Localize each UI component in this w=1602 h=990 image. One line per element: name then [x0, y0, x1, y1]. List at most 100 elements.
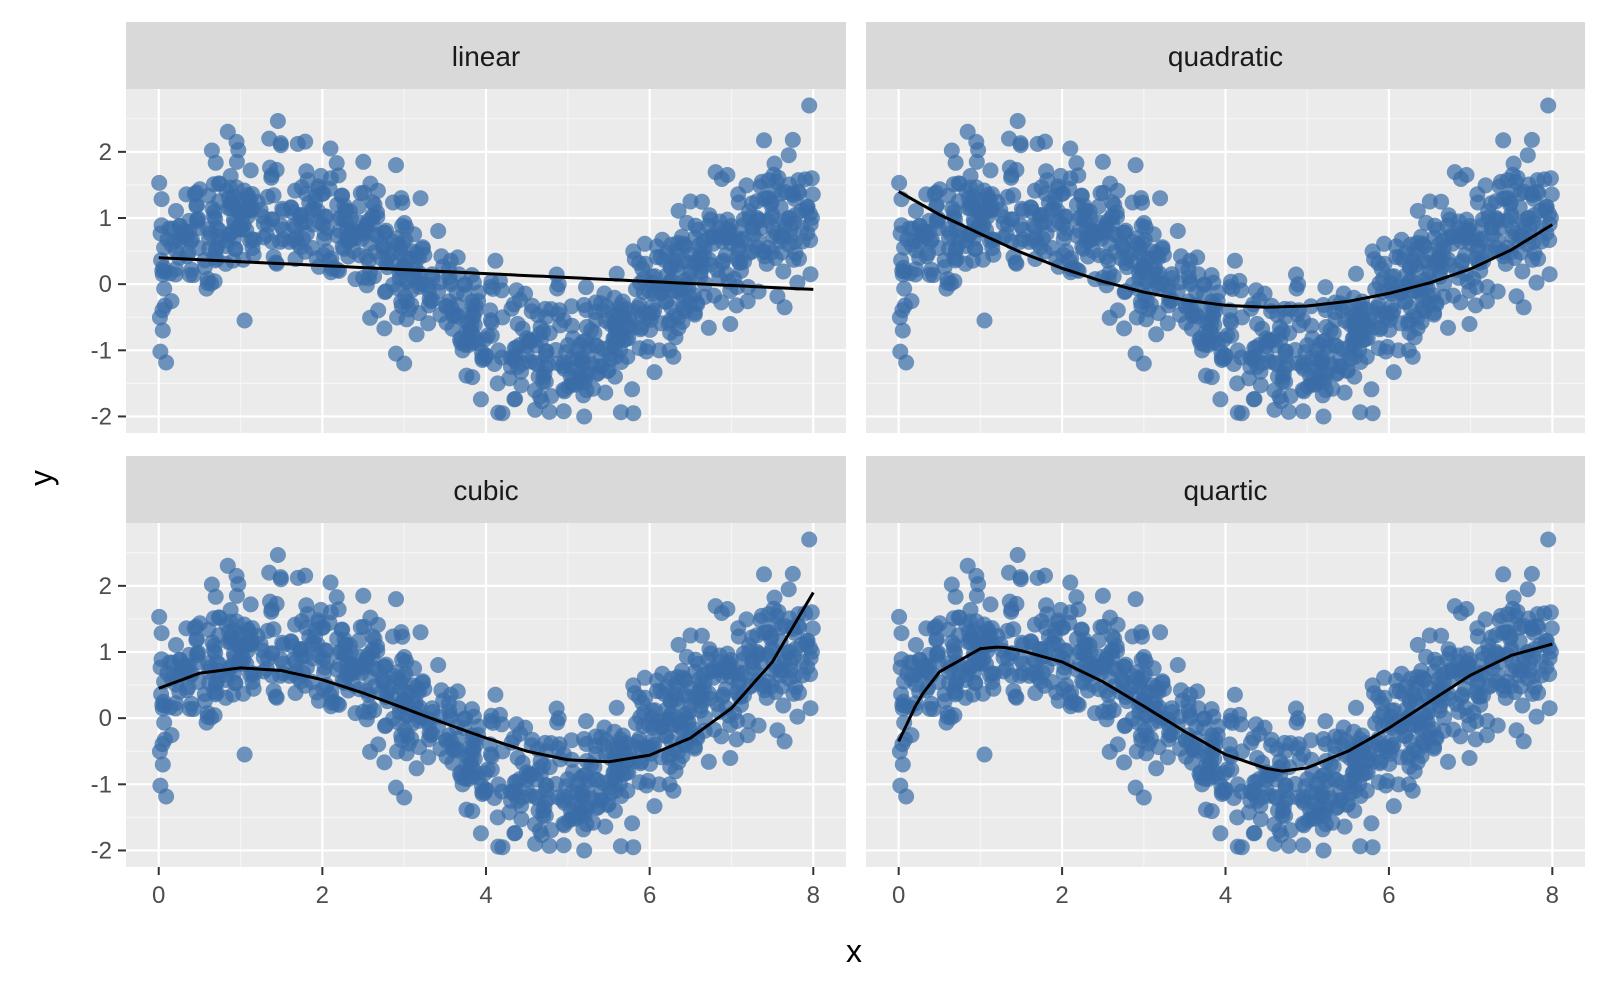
data-point [235, 685, 252, 702]
data-point [556, 794, 573, 811]
data-point [513, 811, 530, 828]
data-point [556, 817, 573, 834]
data-point [1005, 187, 1022, 204]
data-point [153, 651, 170, 668]
data-point [652, 249, 669, 266]
data-point [364, 628, 381, 645]
data-point [388, 591, 404, 608]
data-point [464, 298, 481, 315]
data-point [1199, 764, 1216, 781]
data-point [1543, 186, 1560, 203]
data-point [1229, 342, 1246, 359]
data-point [1390, 776, 1407, 793]
data-point [207, 154, 224, 171]
data-point [1390, 342, 1407, 359]
data-point [681, 288, 698, 305]
data-point [1289, 740, 1306, 757]
data-point [1027, 685, 1044, 701]
data-point [1090, 632, 1107, 649]
data-point [576, 807, 593, 824]
data-point [1373, 695, 1390, 711]
data-point [1148, 326, 1165, 343]
data-point [1329, 799, 1346, 815]
data-point [678, 214, 695, 231]
data-point [1109, 736, 1126, 753]
data-point [1039, 606, 1056, 623]
data-point [1533, 667, 1550, 684]
data-point [265, 621, 282, 638]
data-point [1013, 634, 1030, 651]
data-point [267, 688, 284, 705]
data-point [1221, 736, 1238, 753]
data-point [1391, 683, 1408, 700]
data-point [711, 228, 728, 244]
data-point [152, 777, 169, 794]
data-point [287, 616, 304, 633]
data-point [662, 324, 679, 341]
data-point [333, 643, 350, 660]
data-point [1345, 329, 1362, 346]
data-point [563, 317, 580, 334]
data-point [168, 203, 184, 219]
data-point [1052, 167, 1069, 184]
data-point [1062, 140, 1079, 157]
x-tick-label: 8 [1546, 882, 1559, 909]
data-point [674, 235, 691, 252]
data-point [1465, 270, 1482, 287]
data-point [1210, 284, 1227, 301]
data-point [1458, 645, 1475, 662]
data-point [1212, 391, 1229, 408]
data-point [1152, 190, 1169, 207]
data-point [578, 713, 594, 730]
data-point [1251, 725, 1268, 742]
data-point [151, 309, 168, 326]
data-point [1421, 263, 1438, 280]
data-point [1249, 792, 1266, 809]
data-point [463, 750, 480, 767]
data-point [310, 180, 327, 197]
data-point [1073, 621, 1090, 638]
data-point [208, 219, 225, 236]
data-point [1540, 531, 1557, 548]
data-point [1062, 574, 1079, 591]
data-point [891, 743, 908, 760]
data-point [1317, 332, 1334, 349]
data-point [1252, 377, 1269, 394]
data-point [1247, 339, 1264, 356]
data-point [606, 763, 623, 780]
data-point [713, 294, 730, 311]
data-point [1401, 692, 1418, 709]
data-point [947, 588, 964, 605]
data-point [606, 329, 623, 346]
data-point [635, 284, 652, 301]
data-point [207, 588, 224, 605]
data-point [1048, 250, 1065, 267]
data-point [1210, 718, 1227, 735]
data-point [1266, 354, 1283, 371]
data-point [1181, 707, 1198, 724]
data-point [351, 247, 368, 264]
data-point [151, 743, 168, 760]
data-point [351, 632, 367, 649]
data-point [597, 384, 614, 401]
data-point [606, 316, 623, 333]
data-point [1401, 258, 1418, 275]
data-point [458, 801, 475, 818]
data-point [713, 728, 730, 745]
data-point [894, 322, 911, 339]
data-point [541, 837, 558, 854]
data-point [347, 271, 364, 288]
data-point [1266, 835, 1283, 852]
data-point [1116, 238, 1133, 255]
data-point [776, 299, 793, 316]
data-point [1461, 316, 1478, 332]
data-point [682, 697, 699, 714]
data-point [1266, 788, 1283, 805]
data-point [791, 185, 808, 201]
data-point [261, 130, 278, 147]
data-point [631, 296, 648, 313]
data-point [1280, 837, 1297, 854]
data-point [893, 217, 910, 234]
data-point [624, 815, 641, 832]
data-point [1271, 760, 1288, 776]
